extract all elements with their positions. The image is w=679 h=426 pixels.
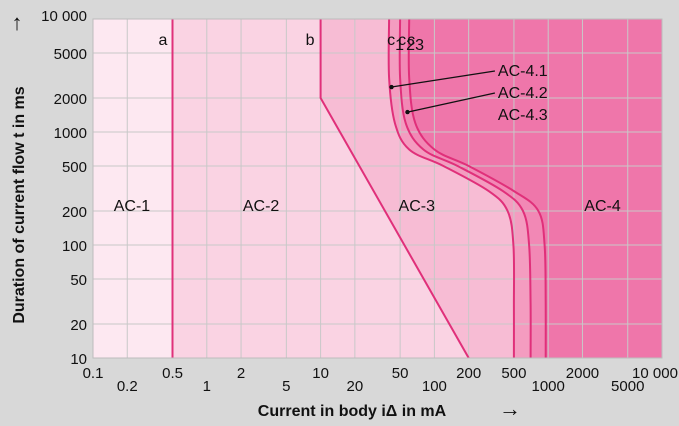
curves-layer: [171, 18, 547, 359]
x-tick-label: 5000: [611, 378, 644, 395]
x-tick-label: 10 000: [632, 365, 678, 382]
y-tick-label: 10: [70, 351, 87, 368]
boundary-curve-c2: [398, 18, 532, 359]
x-axis-arrow: →: [499, 396, 521, 421]
y-tick-label: 1000: [54, 125, 87, 142]
y-tick-label: 20: [70, 317, 87, 334]
x-tick-label: 50: [392, 365, 409, 382]
zone-label-ac-3: AC-3: [399, 198, 436, 215]
x-tick-label: 500: [501, 365, 526, 382]
annotation-point-1: [389, 84, 394, 90]
curve-label-c1: c1: [387, 32, 404, 54]
zone-ac4-3: [408, 19, 662, 358]
x-tick-label: 5: [282, 378, 290, 395]
plot-frame: [92, 18, 663, 359]
x-tick-label: 0.2: [117, 378, 138, 395]
y-tick-label: 100: [62, 238, 87, 255]
y-tick-label: 500: [62, 159, 87, 176]
curve-label-c3: c3: [407, 32, 424, 54]
y-tick-label: 5000: [54, 46, 87, 63]
x-tick-label: 0.5: [162, 365, 183, 382]
x-tick-label: 1000: [532, 378, 565, 395]
x-tick-label: 20: [347, 378, 364, 395]
x-tick-label: 200: [456, 365, 481, 382]
zone-label-ac-2: AC-2: [243, 198, 280, 215]
boundary-curve-c3: [407, 18, 547, 359]
annotation-leader-1: [391, 70, 496, 88]
curve-label-c2: c2: [398, 32, 415, 54]
annotation-point-2: [405, 109, 410, 115]
x-tick-label: 1: [203, 378, 211, 395]
y-tick-label: 10 000: [41, 8, 87, 25]
y-axis-label: Duration of current flow t in ms: [11, 86, 28, 323]
y-axis-arrow: ↑: [12, 10, 23, 35]
boundary-curve-c1: [387, 18, 516, 359]
annotation-label-1: AC-4.1: [498, 63, 548, 80]
x-axis-label: Current in body iΔ in mA: [258, 403, 447, 420]
x-tick-label: 0.1: [83, 365, 104, 382]
curve-label-b: b: [306, 32, 315, 49]
x-tick-label: 2000: [566, 365, 599, 382]
annotation-leader-2: [407, 92, 496, 113]
x-tick-label: 100: [422, 378, 447, 395]
zone-label-ac-1: AC-1: [114, 198, 151, 215]
annotation-label-3: AC-4.3: [498, 107, 548, 124]
y-tick-label: 50: [70, 272, 87, 289]
annotation-label-2: AC-4.2: [498, 85, 548, 102]
y-tick-label: 200: [62, 204, 87, 221]
zones-layer: [93, 19, 662, 358]
x-tick-label: 2: [237, 365, 245, 382]
y-tick-label: 2000: [54, 91, 87, 108]
zone-label-ac-4: AC-4: [584, 198, 621, 215]
x-tick-label: 10: [312, 365, 329, 382]
curve-label-a: a: [159, 32, 168, 49]
boundary-line-b: [319, 19, 470, 359]
